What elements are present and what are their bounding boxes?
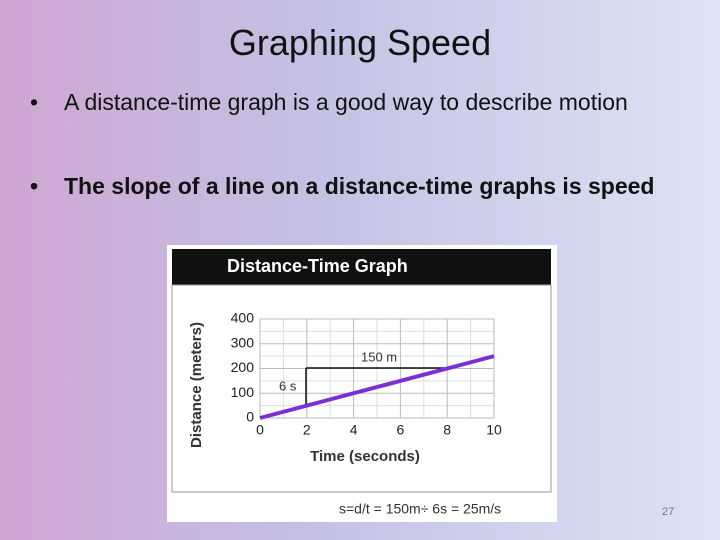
bullet-text: A distance-time graph is a good way to d… (64, 89, 628, 115)
x-tick-label: 0 (256, 422, 264, 438)
bullet-text: The slope of a line on a distance-time g… (64, 173, 655, 199)
y-tick-label: 200 (231, 359, 255, 375)
y-tick-label: 0 (246, 409, 254, 425)
page-number: 27 (662, 506, 675, 518)
chart-background (167, 245, 557, 522)
y-tick-label: 100 (231, 384, 255, 400)
y-tick-label: 400 (231, 310, 255, 326)
x-tick-label: 6 (397, 422, 405, 438)
formula: s=d/t = 150m÷ 6s = 25m/s (339, 501, 501, 517)
chart-title: Distance-Time Graph (227, 256, 408, 276)
data-line (259, 354, 495, 420)
x-axis-label: Time (seconds) (310, 448, 420, 465)
x-tick-label: 10 (486, 422, 502, 438)
x-tick-label: 8 (443, 422, 451, 438)
y-axis-label: Distance (meters) (188, 322, 205, 448)
slide-title: Graphing Speed (228, 22, 492, 63)
bullet: • A distance-time graph is a good way to … (30, 86, 670, 118)
bullet-dot: • (30, 89, 39, 115)
chart: Distance-Time Graph Distance (meters) Ti… (167, 245, 557, 522)
chart-frame (171, 284, 552, 493)
annotation: 6 s (279, 378, 297, 393)
annotation: 150 m (361, 349, 397, 364)
x-tick-label: 4 (350, 422, 358, 438)
bullet: • The slope of a line on a distance-time … (30, 170, 670, 202)
x-tick-label: 2 (303, 422, 311, 438)
chart-header (172, 249, 551, 285)
y-tick-label: 300 (231, 334, 255, 350)
bullet-dot: • (30, 173, 39, 199)
